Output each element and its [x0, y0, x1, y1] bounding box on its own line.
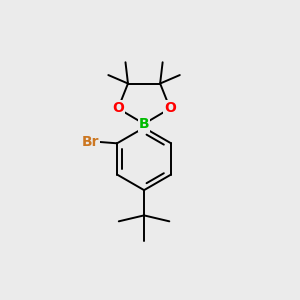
Text: B: B [139, 117, 149, 131]
Text: O: O [112, 101, 124, 116]
Text: O: O [164, 101, 176, 116]
Text: Br: Br [82, 135, 99, 149]
